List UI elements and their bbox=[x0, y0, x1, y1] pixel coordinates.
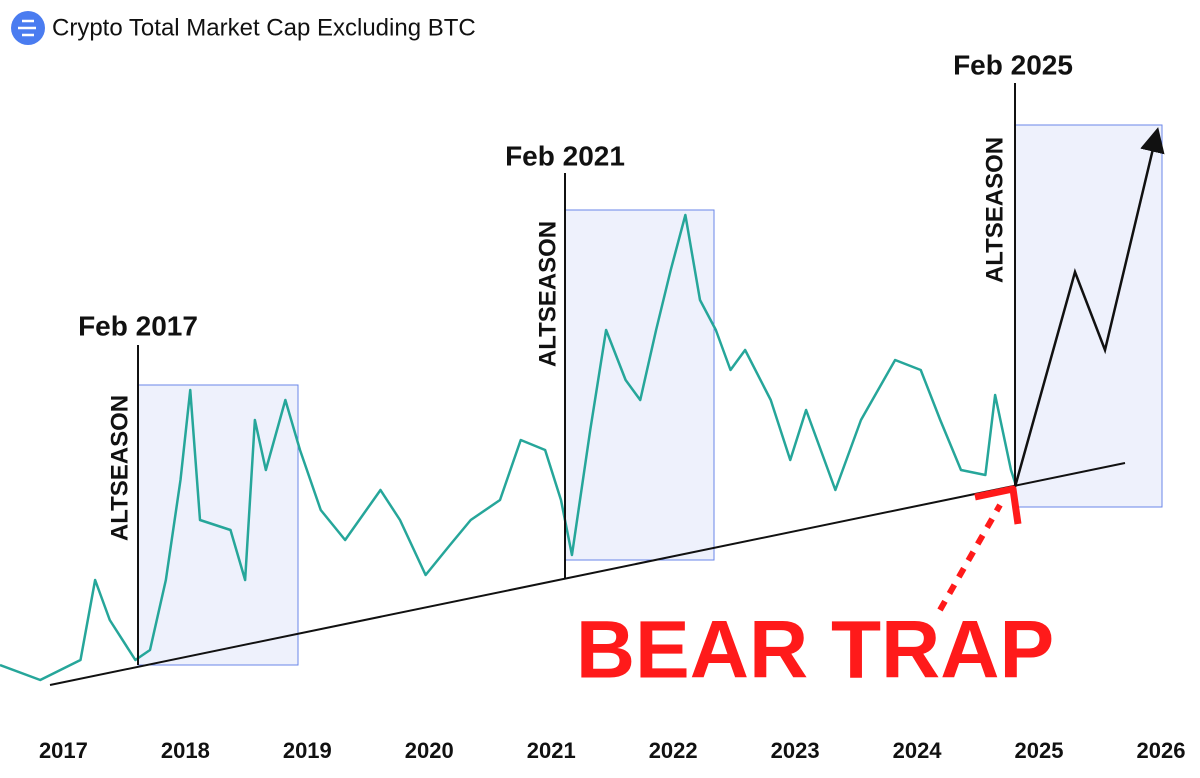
bear-trap-label: BEAR TRAP bbox=[576, 605, 1054, 696]
trend-line bbox=[49, 462, 1126, 686]
x-tick-label: 2021 bbox=[527, 738, 576, 763]
projection-arrow bbox=[1013, 127, 1165, 488]
pointer-head bbox=[974, 485, 1022, 525]
x-tick-label: 2026 bbox=[1136, 738, 1185, 763]
x-tick-label: 2022 bbox=[649, 738, 698, 763]
price-line bbox=[0, 213, 1018, 682]
x-tick-label: 2020 bbox=[405, 738, 454, 763]
annotation: ALTSEASON bbox=[534, 221, 561, 367]
annotation: ALTSEASON bbox=[106, 395, 133, 541]
x-tick-label: 2018 bbox=[161, 738, 210, 763]
altseason-box bbox=[1014, 124, 1163, 508]
x-tick-label: 2017 bbox=[39, 738, 88, 763]
annotation: Feb 2025 bbox=[953, 49, 1073, 80]
x-tick-label: 2023 bbox=[771, 738, 820, 763]
annotation: Feb 2017 bbox=[78, 310, 198, 341]
x-tick-label: 2025 bbox=[1015, 738, 1064, 763]
x-tick-label: 2024 bbox=[893, 738, 943, 763]
x-tick-label: 2019 bbox=[283, 738, 332, 763]
pointer-line bbox=[937, 503, 1003, 612]
plot bbox=[0, 213, 1018, 682]
annotation: ALTSEASON bbox=[981, 137, 1008, 283]
logo-mark bbox=[18, 19, 36, 37]
annotation: Feb 2021 bbox=[505, 140, 625, 171]
altseason-box bbox=[564, 209, 715, 561]
chart-title: Crypto Total Market Cap Excluding BTC bbox=[52, 14, 476, 41]
